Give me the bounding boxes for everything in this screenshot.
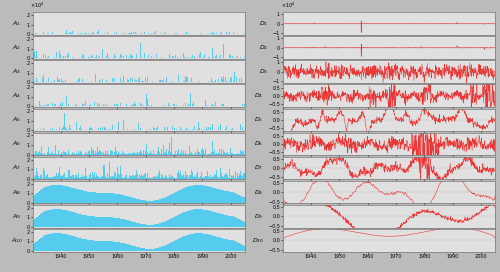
Y-axis label: $A_{1}$: $A_{1}$ (12, 19, 22, 28)
Y-axis label: $A_{5}$: $A_{5}$ (12, 115, 22, 124)
Y-axis label: $D_{4}$: $D_{4}$ (254, 91, 263, 100)
Y-axis label: $A_{8}$: $A_{8}$ (12, 188, 22, 197)
Text: $\times10^4$: $\times10^4$ (30, 0, 44, 10)
Y-axis label: $D_{8}$: $D_{8}$ (254, 188, 263, 197)
Y-axis label: $A_{2}$: $A_{2}$ (12, 43, 22, 52)
Y-axis label: $D_{6}$: $D_{6}$ (254, 140, 263, 149)
Y-axis label: $D_{1}$: $D_{1}$ (258, 19, 268, 28)
Y-axis label: $D_{5}$: $D_{5}$ (254, 115, 263, 124)
Y-axis label: $A_{3}$: $A_{3}$ (12, 67, 22, 76)
Y-axis label: $D_{7}$: $D_{7}$ (254, 163, 263, 172)
Y-axis label: $D_{2}$: $D_{2}$ (258, 43, 268, 52)
Y-axis label: $D_{10}$: $D_{10}$ (252, 236, 264, 245)
Y-axis label: $A_{9}$: $A_{9}$ (12, 212, 22, 221)
Y-axis label: $D_{3}$: $D_{3}$ (258, 67, 268, 76)
Y-axis label: $A_{7}$: $A_{7}$ (12, 163, 22, 172)
Text: $\times10^4$: $\times10^4$ (280, 0, 295, 10)
Y-axis label: $A_{10}$: $A_{10}$ (11, 236, 23, 245)
Y-axis label: $A_{4}$: $A_{4}$ (12, 91, 22, 100)
Y-axis label: $D_{9}$: $D_{9}$ (254, 212, 263, 221)
Y-axis label: $A_{6}$: $A_{6}$ (12, 140, 22, 149)
